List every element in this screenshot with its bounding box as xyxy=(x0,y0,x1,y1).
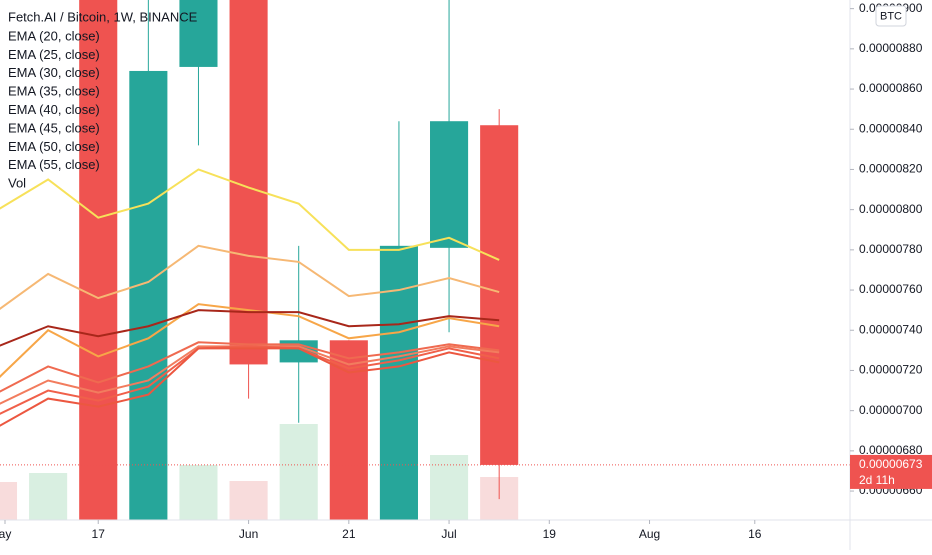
y-tick-label: 0.00000800 xyxy=(859,202,923,216)
ema-line xyxy=(0,168,500,261)
legend-entry: Vol xyxy=(8,176,26,191)
chart-title: Fetch.AI / Bitcoin, 1W, BINANCE xyxy=(8,9,198,24)
last-price-tag xyxy=(850,454,932,489)
volume-bar xyxy=(229,481,268,520)
x-tick-label: Jun xyxy=(239,527,258,541)
legend-entry: EMA (25, close) xyxy=(8,47,100,62)
ema-line xyxy=(0,345,500,415)
ema-line xyxy=(0,341,500,393)
currency-label[interactable]: BTC xyxy=(880,10,902,22)
candle-body xyxy=(79,0,118,520)
y-tick-label: 0.00000740 xyxy=(859,322,923,336)
y-tick-label: 0.00000700 xyxy=(859,403,923,417)
countdown-label: 2d 11h xyxy=(859,473,895,487)
candle-body xyxy=(379,245,418,520)
candle-body xyxy=(129,70,168,520)
x-tick-label: Jul xyxy=(441,527,456,541)
legend-entry: EMA (40, close) xyxy=(8,102,100,117)
axes: 0.000006600.000006800.000007000.00000720… xyxy=(0,1,932,541)
volume-bar xyxy=(179,465,218,520)
legend-entry: EMA (35, close) xyxy=(8,84,100,99)
legend-entry: EMA (45, close) xyxy=(8,120,100,135)
y-tick-label: 0.00000840 xyxy=(859,121,923,135)
ema-line xyxy=(0,309,500,347)
legend-entry: EMA (30, close) xyxy=(8,65,100,80)
volume-bar xyxy=(430,455,469,520)
legend-entry: EMA (50, close) xyxy=(8,139,100,154)
volume-bar xyxy=(279,424,318,520)
y-tick-label: 0.00000720 xyxy=(859,363,923,377)
ema-line xyxy=(0,303,500,378)
y-tick-label: 0.00000880 xyxy=(859,41,923,55)
volume-bar xyxy=(0,482,18,520)
plot-area xyxy=(0,0,850,520)
ema-line xyxy=(0,347,500,427)
x-tick-label: ay xyxy=(0,527,11,541)
legend-entry: EMA (20, close) xyxy=(8,28,100,43)
x-tick-label: Aug xyxy=(639,527,660,541)
x-tick-label: 19 xyxy=(543,527,557,541)
y-tick-label: 0.00000780 xyxy=(859,242,923,256)
legend-entry: EMA (55, close) xyxy=(8,157,100,172)
x-tick-label: 17 xyxy=(92,527,106,541)
x-tick-label: 16 xyxy=(748,527,762,541)
y-tick-label: 0.00000680 xyxy=(859,443,923,457)
y-tick-label: 0.00000760 xyxy=(859,282,923,296)
last-price-label: 0.00000673 xyxy=(859,457,923,471)
x-tick-label: 21 xyxy=(342,527,356,541)
candle-body xyxy=(179,0,218,67)
volume-bar xyxy=(29,473,68,520)
currency-box[interactable] xyxy=(875,5,907,27)
y-tick-label: 0.00000860 xyxy=(859,81,923,95)
y-tick-label: 0.00000820 xyxy=(859,162,923,176)
ema-line xyxy=(0,244,500,310)
candle-body xyxy=(480,125,519,465)
legend: Fetch.AI / Bitcoin, 1W, BINANCE EMA (20,… xyxy=(8,9,198,190)
candle-body xyxy=(430,121,469,248)
